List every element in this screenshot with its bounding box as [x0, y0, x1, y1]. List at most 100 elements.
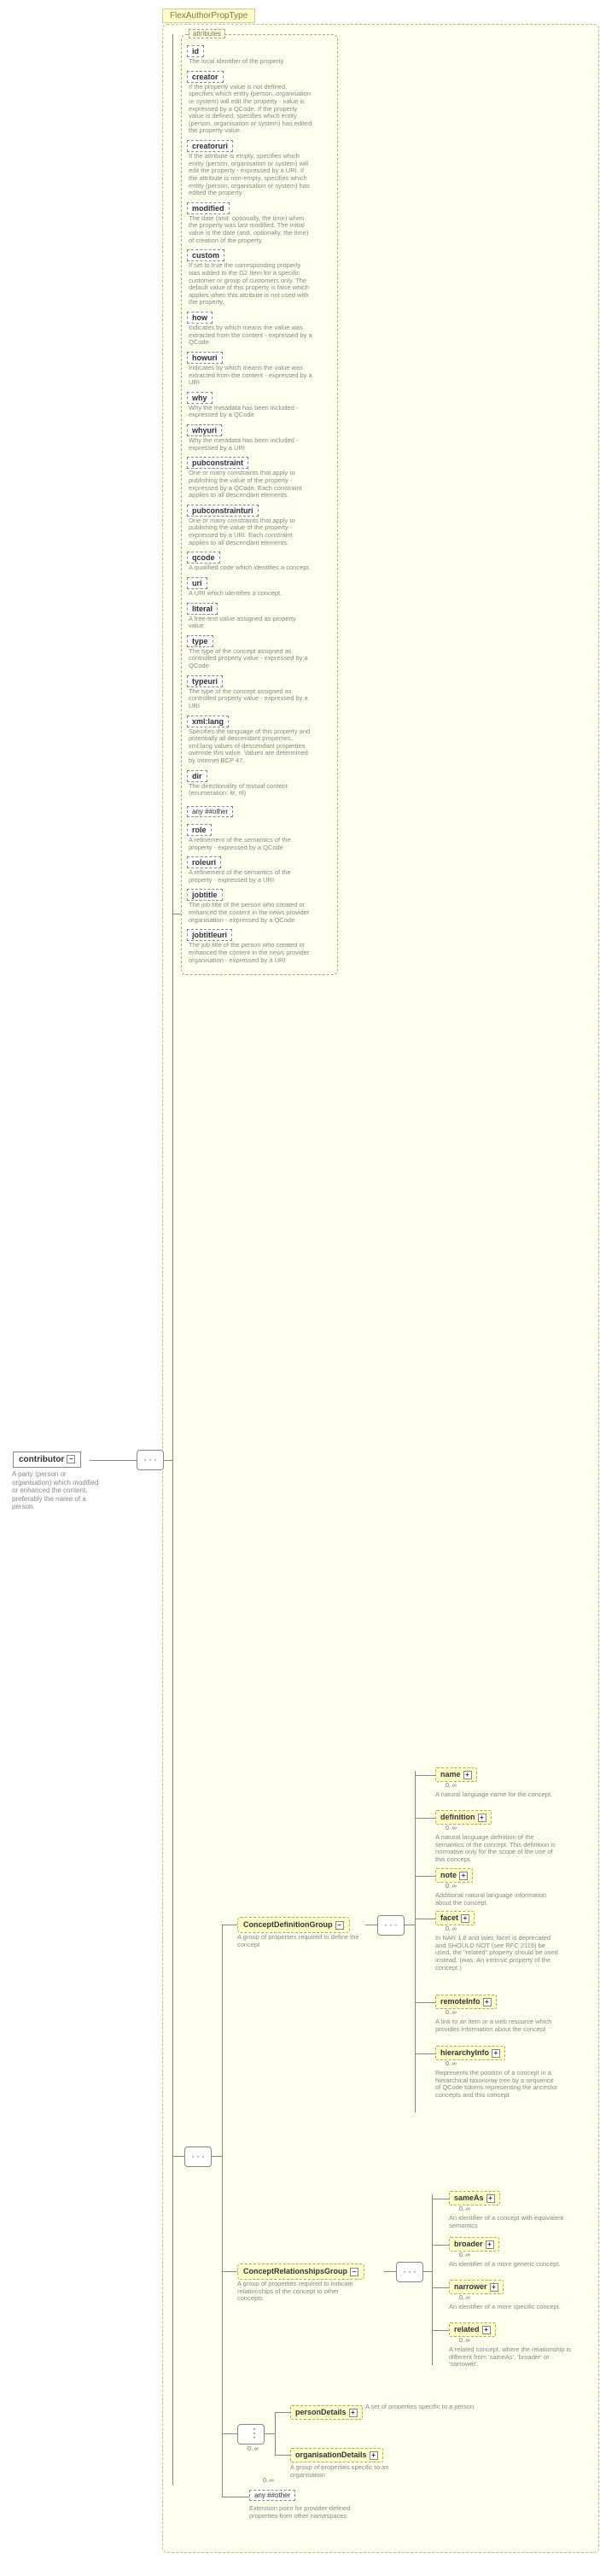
attr-name-jobtitle: jobtitle — [187, 889, 223, 901]
attr-name-roleuri: roleuri — [187, 856, 221, 868]
attr-desc-modified: The date (and, optionally, the time) whe… — [189, 215, 312, 245]
any-other-attr: any ##other — [187, 806, 233, 817]
def-desc-note: Additional natural language information … — [435, 1892, 559, 1907]
mult: 0..∞ — [446, 2061, 457, 2067]
attr-name-type: type — [187, 635, 213, 647]
attributes-container: attributes idThe local identifier of the… — [181, 34, 338, 975]
rel-child-narrower: narrower+ — [449, 2280, 504, 2294]
group-rel-desc: A group of properties required to indica… — [237, 2281, 365, 2303]
attr-literal: literalA free-text value assigned as pro… — [187, 603, 332, 630]
attr-howuri: howuriIndicates by which means the value… — [187, 352, 332, 387]
conn — [415, 1818, 435, 1819]
main-sequence — [184, 2147, 212, 2167]
conn — [275, 2412, 276, 2455]
group-def-name: ConceptDefinitionGroup — [243, 1920, 333, 1929]
conn — [415, 2053, 435, 2054]
attr-desc-custom: If set to true the corresponding propert… — [189, 262, 312, 307]
rel-seq — [396, 2262, 423, 2282]
conn — [415, 1876, 435, 1877]
def-desc-remoteInfo: A link to an item or a web resource whic… — [435, 2018, 559, 2033]
attr-name-dir: dir — [187, 770, 207, 782]
conn — [172, 34, 173, 2485]
attr-desc-how: Indicates by which means the value was e… — [189, 324, 312, 347]
attr-name-jobtitleuri: jobtitleuri — [187, 929, 232, 941]
attr-typeuri: typeuriThe type of the concept assigned … — [187, 675, 332, 710]
mult: 0..∞ — [446, 1825, 457, 1831]
conn — [222, 2271, 237, 2272]
conn — [275, 2412, 290, 2413]
attr-name-custom: custom — [187, 249, 224, 261]
attr-desc-howuri: Indicates by which means the value was e… — [189, 365, 312, 387]
org-details: organisationDetails+ — [290, 2448, 383, 2462]
type-header: FlexAuthorPropType — [162, 9, 255, 23]
conn — [265, 2433, 275, 2434]
def-desc-hierarchyInfo: Represents the position of a concept in … — [435, 2070, 559, 2100]
attr-desc-pubconstraint: One or many constraints that apply to pu… — [189, 470, 312, 499]
rel-desc-narrower: An identifier of a more specific concept… — [449, 2304, 573, 2311]
rel-child-broader: broader+ — [449, 2237, 499, 2252]
group-concept-relationships: ConceptRelationshipsGroup− — [237, 2263, 364, 2280]
org-details-desc: A group of properties specific to an org… — [290, 2464, 418, 2479]
def-child-hierarchyInfo: hierarchyInfo+ — [435, 2046, 505, 2060]
attr-role: roleA refinement of the semantics of the… — [187, 824, 332, 851]
attr-desc-roleuri: A refinement of the semantics of the pro… — [189, 869, 312, 884]
rel-desc-broader: An identifier of a more generic concept. — [449, 2261, 573, 2269]
attr-whyuri: whyuriWhy the metadata has been included… — [187, 424, 332, 452]
attr-name-qcode: qcode — [187, 552, 220, 564]
attr-desc-pubconstrainturi: One or many constraints that apply to pu… — [189, 517, 312, 547]
attr-name-pubconstraint: pubconstraint — [187, 457, 248, 469]
attr-name-modified: modified — [187, 202, 230, 214]
conn — [415, 2002, 435, 2003]
attr-name-uri: uri — [187, 577, 207, 589]
conn — [90, 1460, 137, 1461]
attr-name-role: role — [187, 824, 212, 836]
attr-desc-uri: A URI which identifies a concept. — [189, 590, 312, 598]
mult: 0..∞ — [446, 1926, 457, 1932]
conn — [222, 1925, 223, 2497]
any-other-bottom-desc: Extension point for provider-defined pro… — [249, 2505, 377, 2520]
conn — [384, 2271, 396, 2272]
conn — [415, 1771, 416, 2112]
attr-desc-whyuri: Why the metadata has been included - exp… — [189, 437, 312, 452]
conn — [222, 2433, 237, 2434]
attr-pubconstrainturi: pubconstrainturiOne or many constraints … — [187, 505, 332, 547]
attr-uri: uriA URI which identifies a concept. — [187, 577, 332, 598]
attr-desc-qcode: A qualified code which identifies a conc… — [189, 564, 312, 572]
attr-jobtitle: jobtitleThe job title of the person who … — [187, 889, 332, 924]
attr-qcode: qcodeA qualified code which identifies a… — [187, 552, 332, 572]
mult: 0..∞ — [446, 2010, 457, 2016]
attr-name-why: why — [187, 392, 213, 404]
attr-name-whyuri: whyuri — [187, 424, 222, 436]
attr-name-id: id — [187, 45, 204, 57]
rel-child-sameAs: sameAs+ — [449, 2191, 500, 2205]
conn — [164, 1460, 172, 1461]
attr-name-literal: literal — [187, 603, 218, 615]
conn — [423, 2271, 432, 2272]
mult: 0..∞ — [248, 2446, 259, 2452]
attr-how: howIndicates by which means the value wa… — [187, 312, 332, 347]
rel-desc-related: A related concept, where the relationshi… — [449, 2346, 573, 2369]
attr-dir: dirThe directionality of textual content… — [187, 770, 332, 797]
attr-desc-type: The type of the concept assigned as cont… — [189, 648, 312, 670]
choice-box — [237, 2424, 265, 2445]
def-desc-facet: In NAR 1.8 and later, facet is deprecate… — [435, 1935, 559, 1971]
attributes-label: attributes — [189, 29, 225, 38]
person-details-name: personDetails — [295, 2408, 347, 2416]
def-desc-definition: A natural language definition of the sem… — [435, 1834, 559, 1864]
attr-modified: modifiedThe date (and, optionally, the t… — [187, 202, 332, 245]
conn — [212, 2156, 222, 2157]
mult: 0..∞ — [459, 2295, 470, 2301]
attr-why: whyWhy the metadata has been included - … — [187, 392, 332, 419]
attr-creator: creatorIf the property value is not defi… — [187, 71, 332, 135]
rel-child-related: related+ — [449, 2322, 496, 2337]
def-child-note: note+ — [435, 1868, 473, 1883]
attr-pubconstraint: pubconstraintOne or many constraints tha… — [187, 457, 332, 499]
def-child-facet: facet+ — [435, 1911, 475, 1925]
rel-desc-sameAs: An identifier of a concept with equivale… — [449, 2215, 573, 2229]
diagram-canvas: FlexAuthorPropType contributor− A party … — [9, 9, 600, 2567]
any-other-bottom: any ##other — [249, 2490, 295, 2501]
attr-roleuri: roleuriA refinement of the semantics of … — [187, 856, 332, 884]
attr-desc-xml:lang: Specifies the language of this property … — [189, 728, 312, 765]
root-element-name: contributor — [19, 1455, 64, 1464]
attr-desc-dir: The directionality of textual content (e… — [189, 783, 312, 797]
